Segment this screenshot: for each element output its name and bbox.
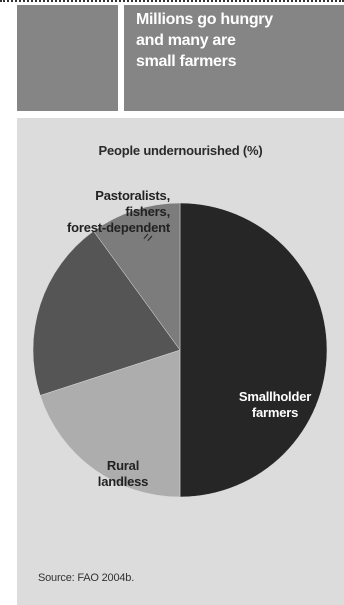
slice-smallholder-farmers — [179, 202, 328, 498]
slice-label-pastoralists: Pastoralists, fishers, forest-dependent — [67, 188, 170, 235]
slice-label-smallholder-farmers: Smallholder farmers — [238, 389, 312, 420]
slice-pastoralists — [93, 202, 181, 351]
top-border — [0, 0, 344, 3]
leader-line — [147, 235, 153, 242]
slice-rural-landless — [39, 349, 181, 498]
header-block-right: Millions go hungry and many are small fa… — [124, 5, 344, 111]
source-note: Source: FAO 2004b. — [38, 572, 135, 584]
slice-label-rural-landless: Rural landless — [97, 458, 149, 489]
chart-title: People undernourished (%) — [98, 143, 263, 158]
leader-line — [143, 233, 149, 240]
slice-unlabeled — [32, 230, 181, 396]
header-title: Millions go hungry and many are small fa… — [136, 11, 273, 70]
header-block-left — [17, 5, 118, 111]
